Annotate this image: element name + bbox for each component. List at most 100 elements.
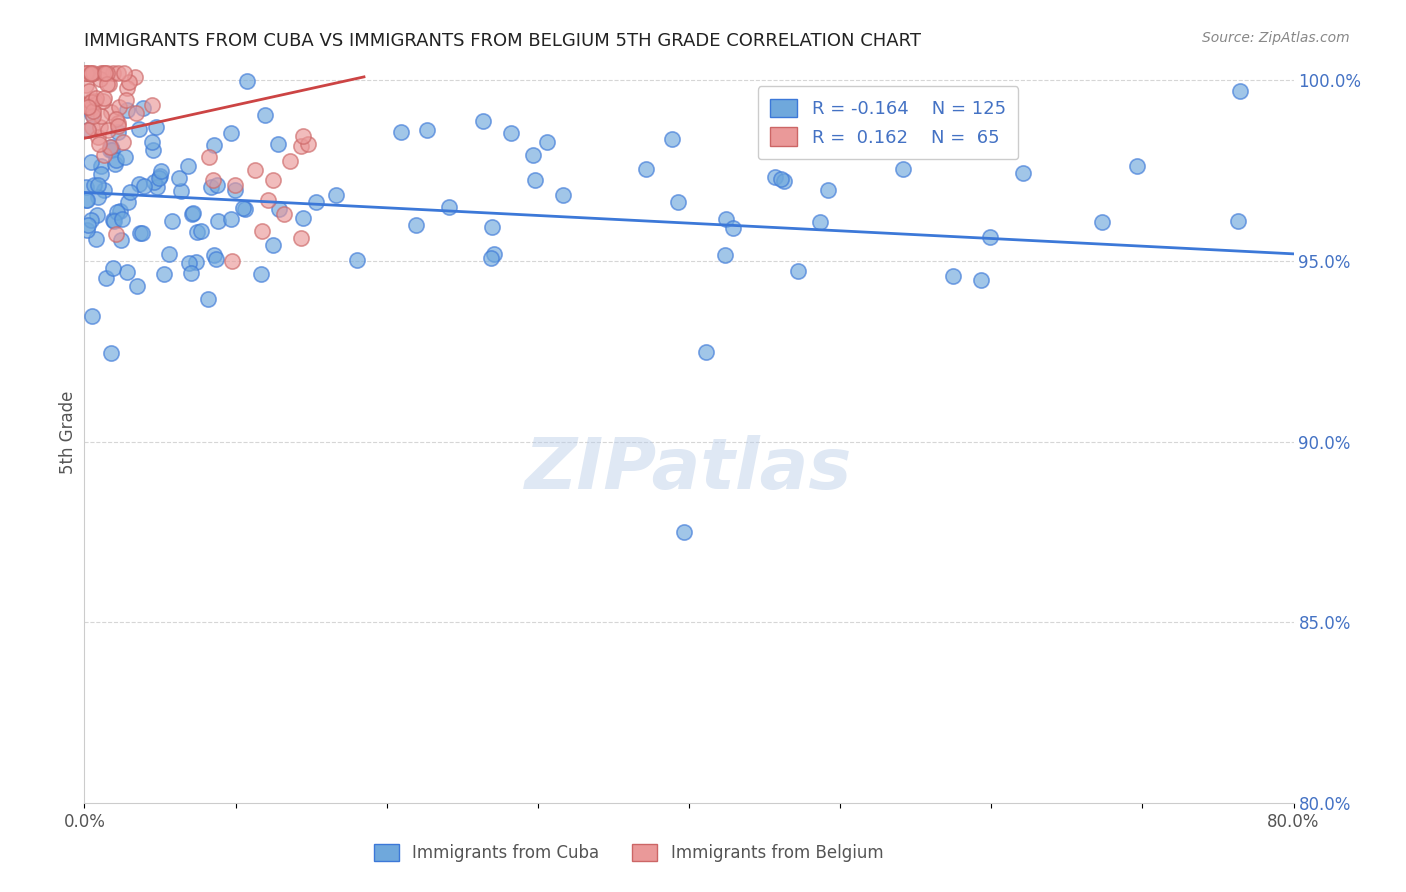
Cuba [1126, 159, 1149, 173]
Belgium [84, 94, 107, 108]
Cuba [105, 205, 128, 219]
Belgium [278, 153, 301, 168]
Belgium [82, 109, 104, 123]
Belgium [111, 136, 134, 150]
Cuba [152, 267, 174, 281]
Cuba [181, 206, 204, 220]
Cuba [305, 195, 328, 210]
Cuba [979, 230, 1001, 244]
Belgium [202, 172, 225, 186]
Cuba [1091, 215, 1114, 229]
Cuba [177, 255, 200, 269]
Belgium [75, 66, 97, 80]
Cuba [180, 267, 202, 281]
Cuba [132, 101, 155, 115]
Cuba [117, 265, 139, 279]
Cuba [389, 126, 412, 140]
Cuba [808, 214, 831, 228]
Cuba [197, 292, 219, 306]
Cuba [184, 254, 207, 268]
Cuba [796, 132, 818, 146]
Cuba [90, 167, 112, 181]
Belgium [80, 95, 103, 110]
Cuba [181, 207, 204, 221]
Belgium [80, 94, 103, 108]
Cuba [695, 345, 717, 359]
Belgium [224, 178, 246, 192]
Belgium [77, 123, 100, 137]
Belgium [104, 112, 127, 127]
Belgium [91, 94, 114, 108]
Cuba [1227, 214, 1250, 228]
Cuba [551, 187, 574, 202]
Text: Source: ZipAtlas.com: Source: ZipAtlas.com [1202, 31, 1350, 45]
Belgium [290, 139, 312, 153]
Cuba [103, 213, 125, 227]
Belgium [91, 66, 114, 80]
Belgium [112, 66, 135, 80]
Belgium [117, 75, 139, 89]
Cuba [76, 194, 98, 208]
Cuba [108, 204, 131, 219]
Belgium [79, 101, 101, 115]
Belgium [107, 66, 129, 80]
Belgium [273, 207, 295, 221]
Belgium [75, 66, 97, 80]
Belgium [77, 66, 100, 80]
Belgium [89, 120, 111, 134]
Cuba [202, 137, 225, 152]
Belgium [297, 137, 319, 152]
Cuba [167, 171, 190, 186]
Belgium [243, 163, 266, 178]
Cuba [291, 211, 314, 225]
Cuba [77, 123, 100, 137]
Cuba [90, 159, 112, 173]
Cuba [104, 157, 127, 171]
Belgium [198, 150, 221, 164]
Cuba [149, 169, 172, 183]
Cuba [80, 106, 103, 120]
Cuba [204, 248, 226, 262]
Cuba [817, 183, 839, 197]
Cuba [786, 264, 808, 278]
Cuba [114, 150, 136, 164]
Cuba [115, 103, 138, 117]
Cuba [770, 172, 793, 186]
Cuba [472, 114, 495, 128]
Cuba [177, 159, 200, 173]
Belgium [93, 148, 115, 162]
Cuba [80, 155, 103, 169]
Belgium [80, 120, 103, 135]
Cuba [76, 223, 98, 237]
Cuba [325, 188, 347, 202]
Belgium [77, 83, 100, 97]
Cuba [416, 123, 439, 137]
Cuba [141, 136, 163, 150]
Belgium [97, 77, 120, 91]
Cuba [125, 278, 148, 293]
Cuba [105, 153, 128, 167]
Cuba [1229, 84, 1251, 98]
Cuba [100, 140, 122, 154]
Belgium [96, 66, 118, 80]
Cuba [75, 180, 97, 194]
Belgium [76, 98, 98, 112]
Cuba [219, 212, 242, 227]
Cuba [170, 184, 193, 198]
Cuba [128, 177, 150, 191]
Belgium [89, 136, 111, 151]
Cuba [205, 178, 228, 192]
Cuba [522, 147, 544, 161]
Cuba [148, 170, 170, 185]
Belgium [87, 129, 110, 144]
Cuba [101, 143, 124, 157]
Cuba [723, 221, 745, 235]
Text: ZIPatlas: ZIPatlas [526, 435, 852, 504]
Belgium [90, 66, 112, 80]
Cuba [439, 200, 461, 214]
Cuba [269, 202, 291, 217]
Cuba [346, 252, 368, 267]
Belgium [89, 72, 111, 87]
Cuba [666, 195, 689, 210]
Cuba [233, 202, 256, 216]
